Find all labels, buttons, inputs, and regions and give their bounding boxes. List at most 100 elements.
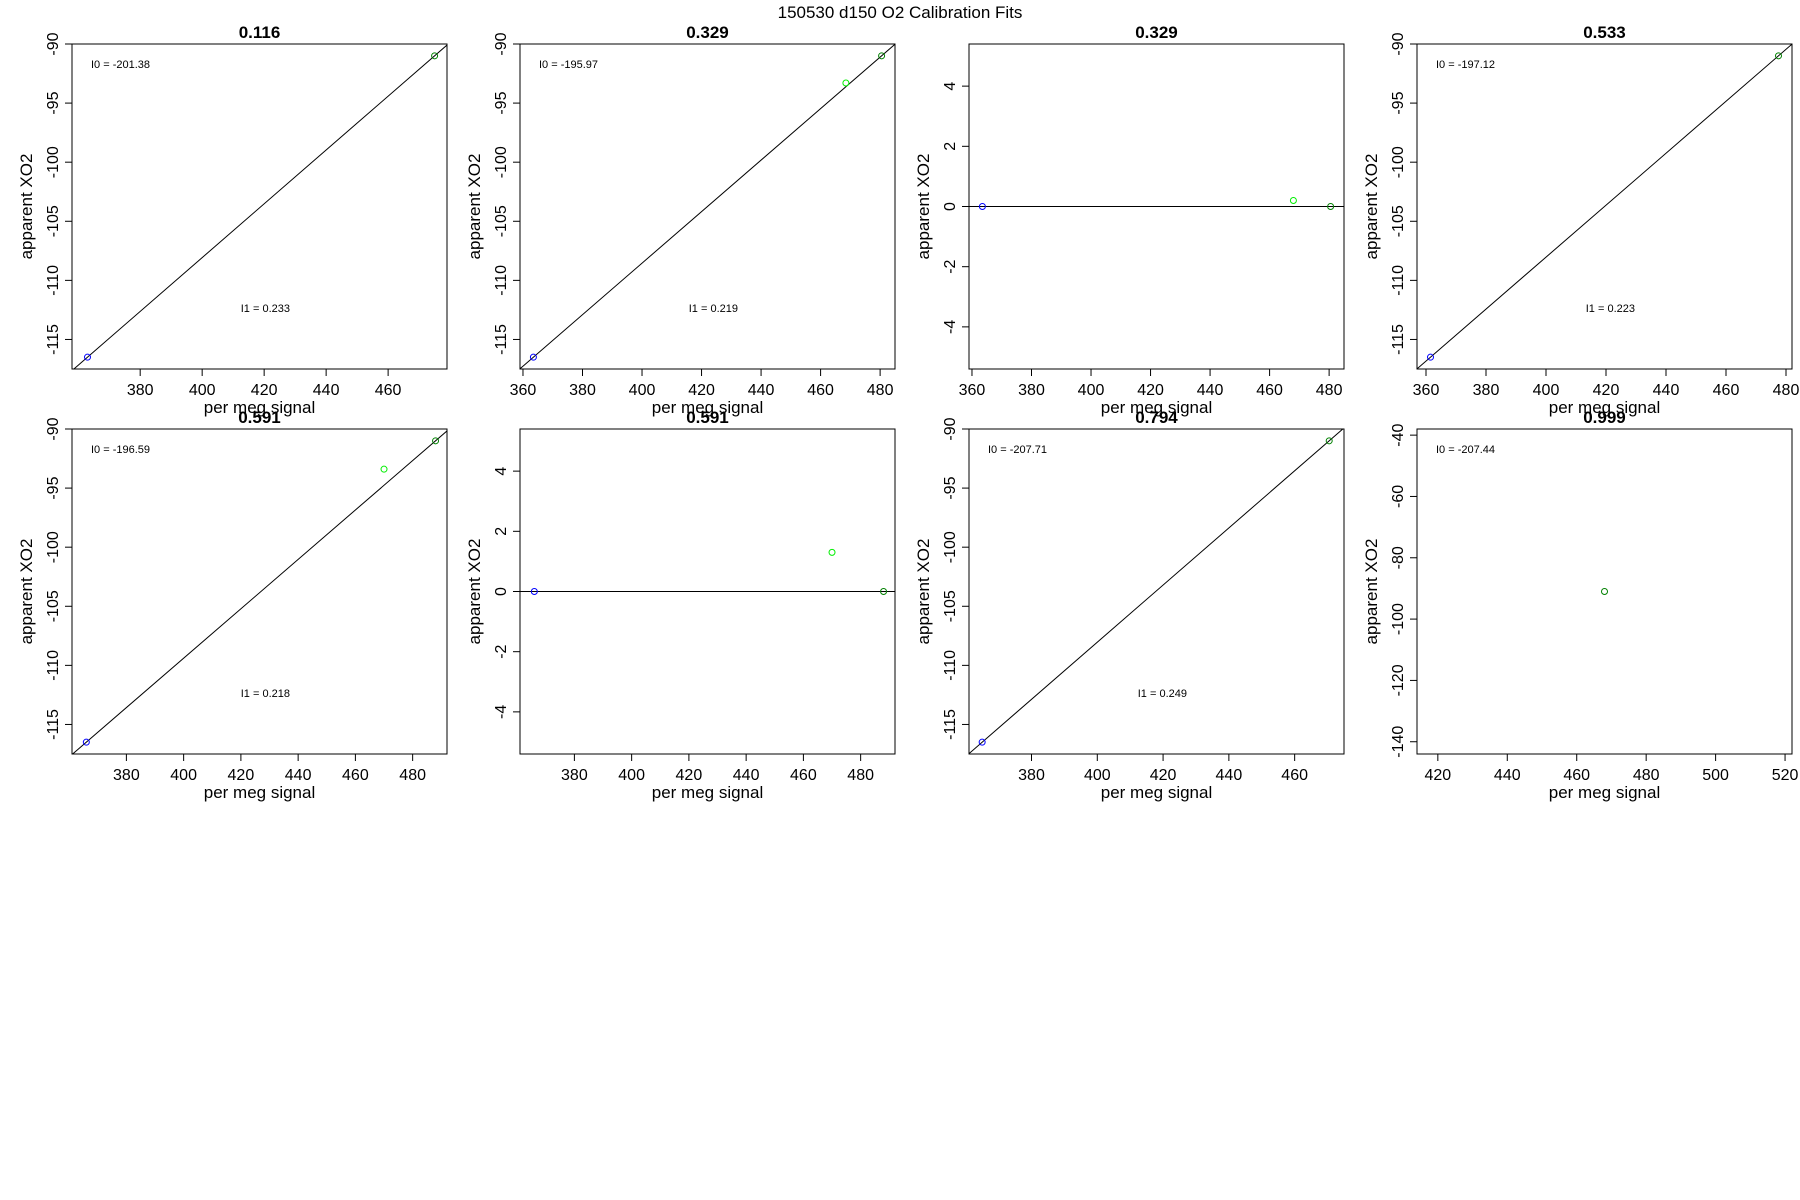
panel-2: 0.329 360 380 400 420 440 460 480 -90 -95 -100 -105… [465,23,896,417]
x-axis-label: per meg signal [1101,783,1213,802]
y-tick-label: -95 [942,476,959,499]
panel-title: 0.591 [686,408,729,427]
x-tick-label: 380 [569,382,596,399]
slope-annotation: I1 = 0.249 [1138,688,1187,700]
y-tick-label: 4 [942,82,959,91]
y-tick-label: -115 [942,709,959,740]
y-tick-label: -110 [1390,265,1407,296]
y-tick-label: 0 [493,587,510,596]
x-tick-label: 400 [1078,382,1105,399]
x-tick-label: 400 [629,382,656,399]
x-tick-label: 460 [375,382,402,399]
panel-title: 0.116 [239,23,281,42]
data-point [1289,196,1297,204]
y-axis-label: apparent XO2 [1362,154,1381,260]
y-tick-label: -110 [45,650,62,681]
figure-title: 150530 d150 O2 Calibration Fits [778,3,1023,22]
x-tick-label: 380 [127,382,154,399]
intercept-annotation: I0 = -196.59 [91,444,150,456]
plot-frame [519,43,896,370]
y-tick-label: 2 [493,527,510,536]
y-tick-label: -90 [45,32,62,55]
x-tick-label: 400 [1533,382,1560,399]
x-tick-label: 400 [618,767,645,784]
intercept-annotation: I0 = -197.12 [1436,59,1495,71]
x-tick-label: 420 [228,767,255,784]
panel-title: 0.329 [686,23,729,42]
y-tick-label: -115 [493,324,510,355]
y-tick-label: -110 [493,265,510,296]
intercept-annotation: I0 = -201.38 [91,59,150,71]
panel-7: 0.794 380 400 420 440 460 -90 -95 -100 -105 -110 -1… [914,408,1345,802]
x-tick-label: 360 [510,382,537,399]
fit-line [969,429,1344,754]
y-tick-label: -95 [493,91,510,114]
x-tick-label: 420 [688,382,715,399]
x-tick-label: 460 [342,767,369,784]
panel-title: 0.999 [1583,408,1626,427]
x-tick-label: 380 [1018,767,1045,784]
y-tick-label: -115 [45,709,62,740]
y-tick-label: -105 [45,590,62,622]
data-point [828,548,836,556]
x-tick-label: 420 [1137,382,1164,399]
x-tick-label: 440 [1216,767,1243,784]
panel-title: 0.533 [1583,23,1626,42]
x-tick-label: 500 [1702,767,1729,784]
x-tick-label: 360 [959,382,986,399]
y-tick-label: -100 [45,146,62,178]
x-tick-label: 480 [1633,767,1660,784]
x-tick-label: 520 [1772,767,1799,784]
x-tick-label: 420 [1593,382,1620,399]
data-point [1325,437,1333,445]
panel-title: 0.794 [1135,408,1178,427]
x-axis-label: per meg signal [204,783,316,802]
x-tick-label: 460 [1281,767,1308,784]
x-tick-label: 440 [1494,767,1521,784]
y-axis-label: apparent XO2 [914,539,933,645]
plot-frame [71,43,448,370]
y-tick-label: -90 [45,417,62,440]
intercept-annotation: I0 = -207.44 [1436,444,1495,456]
y-tick-label: -110 [45,265,62,296]
data-point [978,738,986,746]
x-axis-label: per meg signal [652,783,764,802]
data-point [842,79,850,87]
panel-1: 0.116 380 400 420 440 460 -90 -95 -100 -105 -110 -1… [17,23,448,417]
y-tick-label: 0 [942,202,959,211]
y-axis-label: apparent XO2 [17,539,36,645]
x-axis-label: per meg signal [1549,783,1661,802]
intercept-annotation: I0 = -195.97 [539,59,598,71]
x-axis-label: per meg signal [1101,398,1213,417]
y-tick-label: -90 [1390,32,1407,55]
plot-frame [71,428,448,755]
y-tick-label: -105 [1390,205,1407,237]
data-point [380,465,388,473]
y-tick-label: -40 [1390,423,1407,446]
y-tick-label: -100 [493,146,510,178]
fit-line [1417,44,1792,369]
panel-title: 0.591 [238,408,281,427]
data-point [1775,52,1782,60]
x-tick-label: 380 [113,767,140,784]
x-tick-label: 380 [561,767,588,784]
y-tick-label: -115 [1390,324,1407,355]
y-tick-label: -95 [45,476,62,499]
plot-frame [1416,428,1793,755]
x-tick-label: 360 [1413,382,1440,399]
x-tick-label: 420 [676,767,703,784]
panel-8: 0.999 420 440 460 480 500 520 -40 -60 -80 -100 -120… [1362,408,1799,802]
x-tick-label: 480 [847,767,874,784]
x-tick-label: 380 [1018,382,1045,399]
x-axis-label: per meg signal [1549,398,1661,417]
x-tick-label: 440 [1653,382,1680,399]
x-tick-label: 460 [1713,382,1740,399]
y-tick-label: -95 [45,91,62,114]
y-tick-label: 4 [493,467,510,476]
y-tick-label: -60 [1390,485,1407,508]
data-point [83,353,91,361]
data-point [529,353,537,361]
